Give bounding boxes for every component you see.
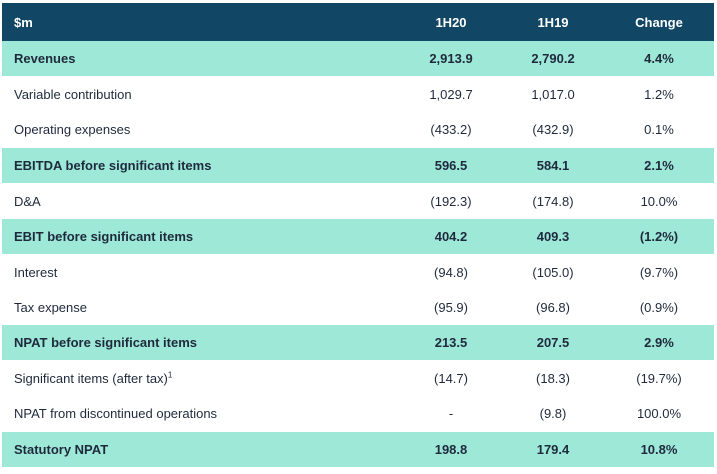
value-1h20: 198.8	[434, 441, 468, 457]
value-1h20: (433.2)	[430, 122, 472, 138]
value-1h19: (18.3)	[536, 371, 570, 386]
row-label-text: D&A	[14, 193, 41, 209]
table-row: Statutory NPAT 198.8 179.4 10.8%	[2, 431, 714, 468]
table-body: Revenues 2,913.9 2,790.2 4.4% Variable contr…	[2, 41, 714, 467]
header-row: $m 1H20 1H19 Change	[2, 3, 714, 41]
value-1h19: 207.5	[536, 335, 570, 350]
value-change: (1.2%)	[639, 228, 679, 244]
row-label-text: EBITDA before significant items	[14, 157, 212, 173]
value-1h20: (14.7)	[434, 371, 468, 386]
table-row: EBITDA before significant items 596.5 584.…	[2, 147, 714, 184]
row-label-text: Significant items (after tax)	[14, 371, 168, 386]
header-col-1h19: 1H19	[537, 14, 569, 30]
value-1h20: 1,029.7	[429, 87, 473, 102]
value-1h20: (95.9)	[434, 299, 468, 315]
value-change: 4.4%	[644, 51, 674, 66]
value-1h19: (105.0)	[532, 264, 574, 280]
value-1h20: 213.5	[434, 335, 468, 350]
header-col-change: Change	[635, 14, 683, 30]
header-label: $m	[14, 14, 33, 30]
value-change: 100.0%	[636, 406, 682, 422]
row-label: Operating expenses	[2, 112, 400, 148]
value-1h19: (432.9)	[532, 122, 574, 138]
value-change: 2.1%	[644, 157, 674, 173]
row-label-text: Tax expense	[14, 299, 87, 315]
value-1h20: (94.8)	[434, 264, 468, 280]
row-label: EBIT before significant items	[2, 219, 400, 255]
value-1h19: 2,790.2	[531, 51, 575, 66]
table-row: NPAT from discontinued operations - (9.8) 1…	[2, 396, 714, 432]
value-change: 10.0%	[640, 193, 678, 209]
row-label: Revenues	[2, 41, 400, 77]
value-1h19: 179.4	[536, 441, 570, 457]
value-1h19: 409.3	[536, 228, 570, 244]
table-row: Tax expense (95.9) (96.8) (0.9%)	[2, 290, 714, 326]
header-col-1h20: 1H20	[435, 14, 467, 30]
table-row: NPAT before significant items 213.5 207.5 2…	[2, 325, 714, 361]
table-row: Variable contribution 1,029.7 1,017.0 1.2%	[2, 77, 714, 113]
value-change: 0.1%	[644, 122, 674, 138]
row-label-text: Operating expenses	[14, 122, 131, 138]
value-1h19: (9.8)	[539, 406, 567, 422]
value-1h20: -	[448, 406, 454, 422]
value-1h20: 596.5	[434, 157, 468, 173]
row-label-text: Revenues	[14, 51, 76, 66]
row-label-text: NPAT before significant items	[14, 335, 197, 350]
row-label: EBITDA before significant items	[2, 148, 400, 184]
table-row: Interest (94.8) (105.0) (9.7%)	[2, 254, 714, 290]
table-row: Significant items (after tax)1 (14.7) (18.…	[2, 361, 714, 397]
table-header: $m 1H20 1H19 Change	[2, 3, 714, 41]
value-change: (9.7%)	[639, 264, 679, 280]
value-1h20: 404.2	[434, 228, 468, 244]
value-change: 2.9%	[644, 335, 674, 350]
value-1h19: 584.1	[536, 157, 570, 173]
row-label: Variable contribution	[2, 77, 400, 113]
value-1h19: (96.8)	[536, 299, 570, 315]
financial-summary-table: $m 1H20 1H19 Change Revenues 2,913.9 2,790…	[2, 3, 714, 468]
value-change: (19.7%)	[636, 371, 682, 386]
value-change: 1.2%	[644, 87, 674, 102]
value-1h20: 2,913.9	[429, 51, 473, 66]
table-row: EBIT before significant items 404.2 409.3 (…	[2, 218, 714, 255]
value-1h19: (174.8)	[532, 193, 574, 209]
row-label: NPAT before significant items	[2, 325, 400, 361]
value-1h20: (192.3)	[430, 193, 472, 209]
row-label: NPAT from discontinued operations	[2, 396, 400, 432]
table-row: Revenues 2,913.9 2,790.2 4.4%	[2, 41, 714, 77]
row-label: Tax expense	[2, 290, 400, 326]
row-label-text: EBIT before significant items	[14, 228, 194, 244]
table-row: D&A (192.3) (174.8) 10.0%	[2, 183, 714, 219]
row-label: Interest	[2, 254, 400, 290]
value-1h19: 1,017.0	[531, 87, 575, 102]
row-label: Significant items (after tax)1	[2, 361, 400, 397]
row-label: D&A	[2, 183, 400, 219]
value-change: (0.9%)	[639, 299, 679, 315]
table-row: Operating expenses (433.2) (432.9) 0.1%	[2, 112, 714, 148]
row-label-text: Statutory NPAT	[14, 441, 109, 457]
row-label-text: NPAT from discontinued operations	[14, 406, 218, 422]
row-label-text: Variable contribution	[14, 87, 132, 102]
row-label-text: Interest	[14, 264, 58, 280]
value-change: 10.8%	[640, 441, 678, 457]
row-label: Statutory NPAT	[2, 432, 400, 468]
footnote-marker: 1	[167, 370, 173, 380]
